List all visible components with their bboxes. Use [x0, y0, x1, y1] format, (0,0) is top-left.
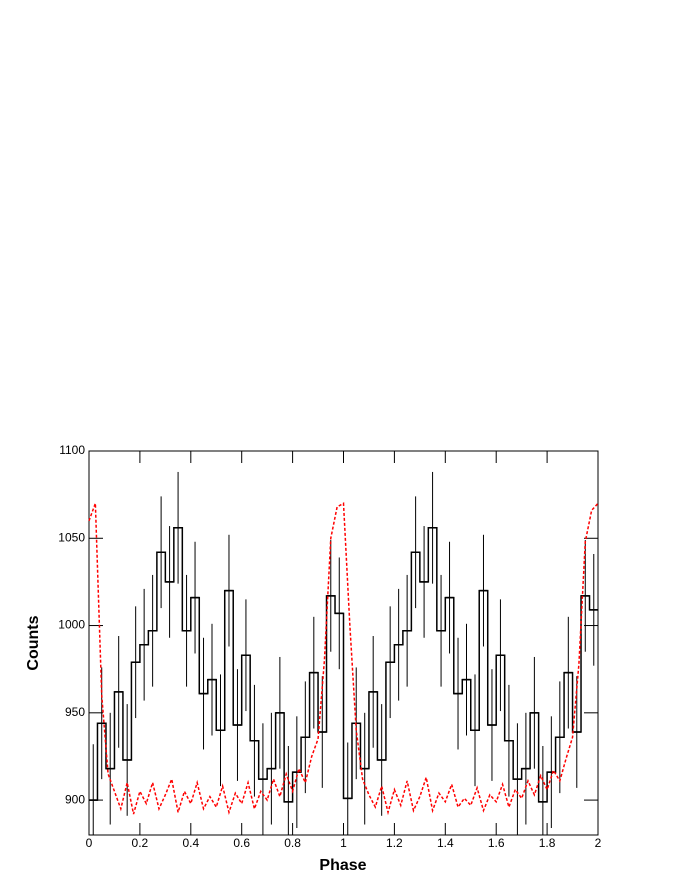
x-tick-label: 1.4	[437, 836, 454, 850]
x-tick-label: 0.2	[132, 836, 149, 850]
x-axis-label: Phase	[319, 857, 366, 874]
x-tick-label: 0.6	[233, 836, 250, 850]
x-tick-label: 1.2	[386, 836, 403, 850]
x-tick-label: 0.8	[284, 836, 301, 850]
y-tick-label: 1000	[58, 618, 85, 632]
x-tick-label: 1.6	[488, 836, 505, 850]
y-tick-label: 1100	[59, 443, 85, 457]
y-tick-label: 1050	[58, 530, 85, 544]
y-tick-label: 950	[65, 705, 85, 719]
line	[88, 502, 599, 816]
x-tick-label: 1	[340, 836, 347, 850]
histogram-outline	[89, 527, 598, 803]
x-tick-label: 0.4	[182, 836, 199, 850]
x-tick-label: 1.8	[539, 836, 556, 850]
x-tick-label: 2	[595, 836, 602, 850]
x-tick-label: 0	[86, 836, 93, 850]
y-axis-label: Counts	[25, 615, 42, 670]
y-tick-label: 900	[65, 792, 85, 806]
